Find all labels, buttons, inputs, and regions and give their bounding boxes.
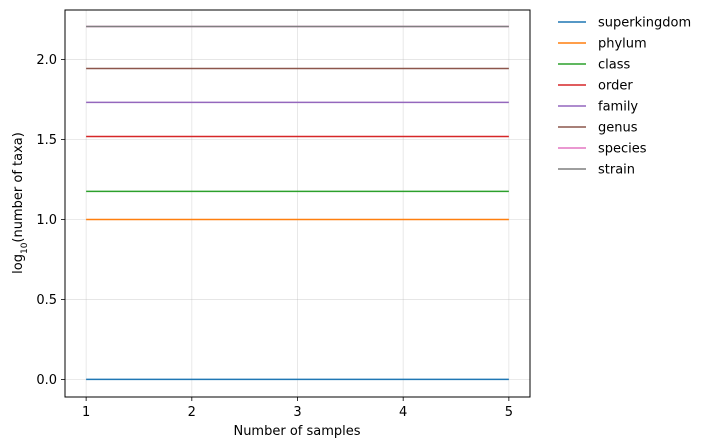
y-tick-label: 1.0 xyxy=(36,213,57,228)
y-tick-label: 0.5 xyxy=(36,293,57,308)
y-axis-label-rest: (number of taxa) xyxy=(11,132,26,242)
legend: superkingdom phylum class order family genus s… xyxy=(558,16,691,178)
legend-label-order: order xyxy=(598,79,633,94)
legend-label-class: class xyxy=(598,58,630,73)
legend-label-family: family xyxy=(598,100,638,115)
axis-ticks: 1 2 3 4 5 0.0 0.5 1.0 1.5 2.0 xyxy=(36,53,513,420)
y-tick-label: 1.5 xyxy=(36,133,57,148)
legend-label-phylum: phylum xyxy=(598,37,647,52)
x-tick-label: 3 xyxy=(293,405,301,420)
y-tick-label: 0.0 xyxy=(36,373,57,388)
y-axis-label-subscript: 10 xyxy=(20,242,30,254)
y-axis-label: log10(number of taxa) xyxy=(11,132,30,274)
legend-label-genus: genus xyxy=(598,121,638,136)
legend-label-strain: strain xyxy=(598,163,635,178)
x-tick-label: 2 xyxy=(188,405,196,420)
y-tick-label: 2.0 xyxy=(36,53,57,68)
y-axis-label-base: log xyxy=(11,254,26,274)
legend-label-superkingdom: superkingdom xyxy=(598,16,691,31)
x-tick-label: 4 xyxy=(399,405,407,420)
legend-label-species: species xyxy=(598,142,647,157)
x-tick-label: 1 xyxy=(82,405,90,420)
series-lines xyxy=(86,25,509,381)
x-axis-label: Number of samples xyxy=(233,424,360,439)
x-tick-label: 5 xyxy=(505,405,513,420)
